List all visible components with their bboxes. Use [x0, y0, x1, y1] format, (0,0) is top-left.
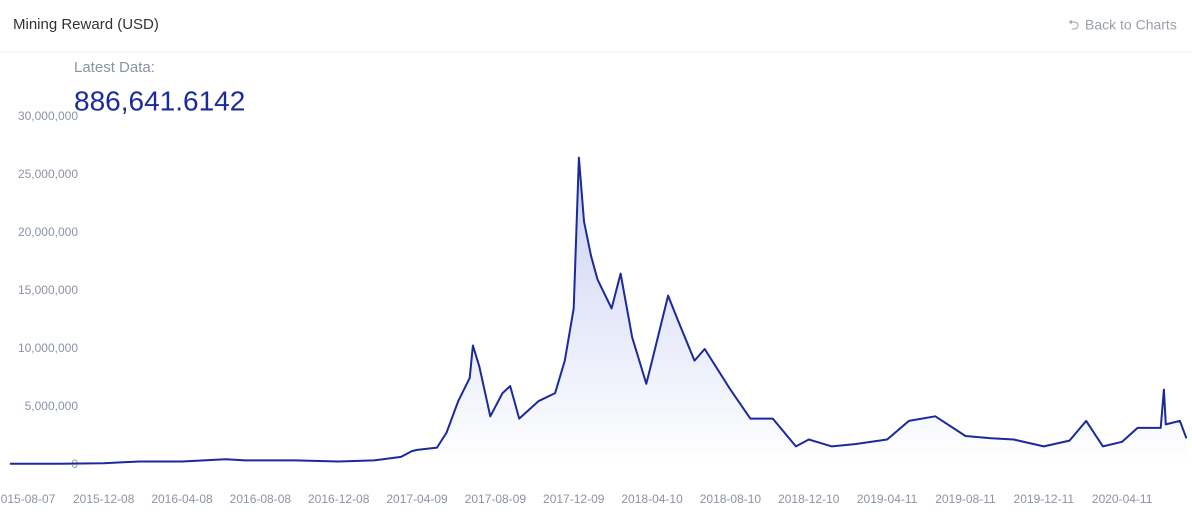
line [9, 156, 1188, 465]
x-tick-label: 2015-12-08 [73, 492, 135, 506]
back-icon[interactable]: ⮌ [1068, 17, 1079, 33]
back-link[interactable]: Back to Charts [1085, 17, 1177, 33]
y-tick-label: 5,000,000 [25, 399, 79, 413]
x-tick-label: 2019-08-11 [935, 492, 996, 506]
y-tick-label: 25,000,000 [18, 167, 78, 181]
x-tick-label: 2017-04-09 [386, 492, 448, 506]
header-title: Mining Reward (USD) [13, 16, 159, 33]
y-tick-label: 20,000,000 [18, 225, 78, 239]
x-tick-label: 2017-08-09 [465, 492, 527, 506]
y-tick-label: 10,000,000 [18, 341, 78, 355]
y-tick-label: 15,000,000 [18, 283, 78, 297]
x-tick-label: 2016-12-08 [308, 492, 370, 506]
area [9, 157, 1187, 465]
x-tick-label: 2017-12-09 [543, 492, 605, 506]
latest-value: 886,641.6142 [74, 85, 245, 116]
x-tick-label: 2020-04-11 [1092, 492, 1153, 506]
y-tick-label: 30,000,000 [18, 109, 78, 123]
x-tick-label: 2019-04-11 [857, 492, 918, 506]
x-tick-label: 2015-08-07 [0, 492, 56, 506]
latest-label: Latest Data: [74, 59, 155, 76]
x-tick-label: 2018-04-10 [621, 492, 683, 506]
x-tick-label: 2016-08-08 [230, 492, 292, 506]
x-tick-label: 2019-12-11 [1014, 492, 1075, 506]
x-tick-label: 2018-08-10 [700, 492, 762, 506]
x-tick-label: 2018-12-10 [778, 492, 840, 506]
x-tick-label: 2016-04-08 [151, 492, 213, 506]
